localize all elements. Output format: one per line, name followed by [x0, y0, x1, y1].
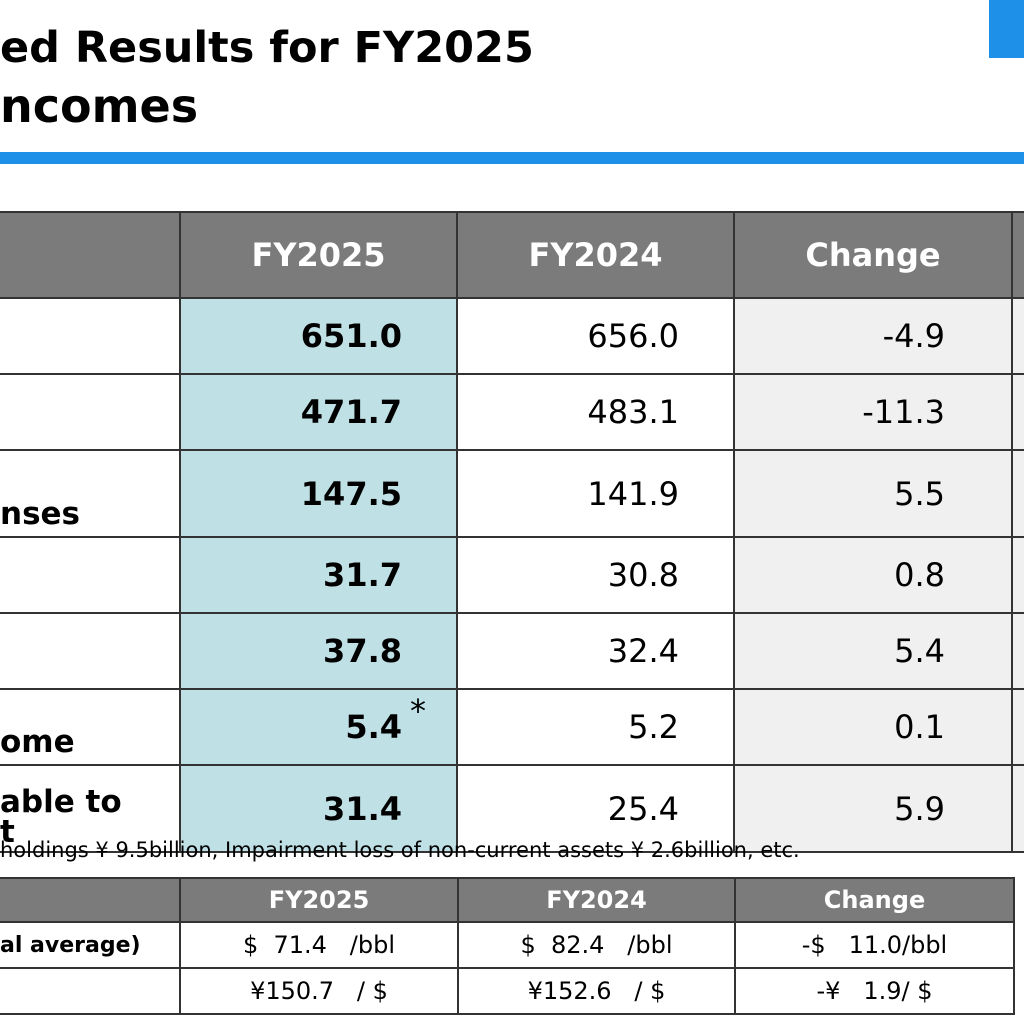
header-fy2024: FY2024	[456, 211, 735, 299]
footnote: holdings ¥ 9.5billion, Impairment loss o…	[0, 838, 800, 862]
value-fy2024: 656.0	[456, 297, 735, 375]
table-row: 471.7 483.1 -11.3	[0, 373, 1024, 451]
header-change: Change	[734, 877, 1015, 923]
value-fy2025: 37.8	[179, 612, 458, 690]
row-label-line-2: t	[0, 814, 15, 850]
row-label	[0, 612, 181, 690]
row-label: nses	[0, 449, 181, 538]
value-fy2025: 31.4	[179, 764, 458, 853]
value-fy2025-cell: 5.4 *	[179, 688, 458, 766]
value-fy2024: 32.4	[456, 612, 735, 690]
row-label: able to t	[0, 764, 181, 853]
value-fy2025: 651.0	[179, 297, 458, 375]
title-underline	[0, 152, 1024, 164]
row-label: ome	[0, 688, 181, 766]
value-change: -4.9	[733, 297, 1013, 375]
value-fy2025: ¥150.7 / $	[179, 967, 459, 1015]
table-header-row: FY2025 FY2024 Change	[0, 877, 1015, 923]
table-row: 651.0 656.0 -4.9	[0, 297, 1024, 375]
footnote-marker: *	[410, 692, 426, 730]
header-label-cell	[0, 877, 181, 923]
row-label	[0, 373, 181, 451]
table-row: ¥150.7 / $ ¥152.6 / $ -¥ 1.9/ $	[0, 967, 1015, 1015]
header-extra	[1011, 211, 1024, 299]
table-row: nses 147.5 141.9 5.5	[0, 449, 1024, 538]
value-change: -$ 11.0/bbl	[734, 921, 1015, 969]
extra-cell	[1011, 449, 1024, 538]
row-label	[0, 536, 181, 614]
value-fy2024: $ 82.4 /bbl	[457, 921, 736, 969]
row-label	[0, 297, 181, 375]
header-fy2024: FY2024	[457, 877, 736, 923]
table-row: ome 5.4 * 5.2 0.1	[0, 688, 1024, 766]
value-fy2024: 483.1	[456, 373, 735, 451]
table-row: al average) $ 71.4 /bbl $ 82.4 /bbl -$ 1…	[0, 921, 1015, 969]
value-change: 0.1	[733, 688, 1013, 766]
assumptions-table: FY2025 FY2024 Change al average) $ 71.4 …	[0, 877, 1015, 1015]
value-fy2024: 5.2	[456, 688, 735, 766]
value-fy2025: 147.5	[179, 449, 458, 538]
extra-cell	[1011, 612, 1024, 690]
value-fy2025: 471.7	[179, 373, 458, 451]
table-row: 31.7 30.8 0.8	[0, 536, 1024, 614]
value-change: -¥ 1.9/ $	[734, 967, 1015, 1015]
table-header-row: FY2025 FY2024 Change	[0, 211, 1024, 299]
value-change: 0.8	[733, 536, 1013, 614]
value-fy2024: 141.9	[456, 449, 735, 538]
value-fy2024: 25.4	[456, 764, 735, 853]
extra-cell	[1011, 764, 1024, 853]
value-fy2025: 31.7	[179, 536, 458, 614]
value-fy2025: $ 71.4 /bbl	[179, 921, 459, 969]
title-line-2: ncomes	[0, 79, 199, 133]
value-fy2024: 30.8	[456, 536, 735, 614]
header-fy2025: FY2025	[179, 877, 459, 923]
extra-cell	[1011, 297, 1024, 375]
extra-cell	[1011, 373, 1024, 451]
row-label-line-1: able to	[0, 784, 122, 820]
row-label	[0, 967, 181, 1015]
extra-cell	[1011, 688, 1024, 766]
value-fy2025: 5.4	[345, 708, 402, 746]
value-change: 5.4	[733, 612, 1013, 690]
extra-cell	[1011, 536, 1024, 614]
value-change: 5.5	[733, 449, 1013, 538]
row-label: al average)	[0, 921, 181, 969]
results-table: FY2025 FY2024 Change 651.0 656.0 -4.9 47…	[0, 211, 1024, 853]
title-line-1: ed Results for FY2025	[0, 23, 534, 73]
corner-accent-block	[989, 0, 1024, 58]
table-row: able to t 31.4 25.4 5.9	[0, 764, 1024, 853]
value-change: 5.9	[733, 764, 1013, 853]
table-row: 37.8 32.4 5.4	[0, 612, 1024, 690]
header-change: Change	[733, 211, 1013, 299]
page-title: ed Results for FY2025 ncomes	[0, 22, 534, 132]
value-change: -11.3	[733, 373, 1013, 451]
header-fy2025: FY2025	[179, 211, 458, 299]
value-fy2024: ¥152.6 / $	[457, 967, 736, 1015]
header-label-cell	[0, 211, 181, 299]
